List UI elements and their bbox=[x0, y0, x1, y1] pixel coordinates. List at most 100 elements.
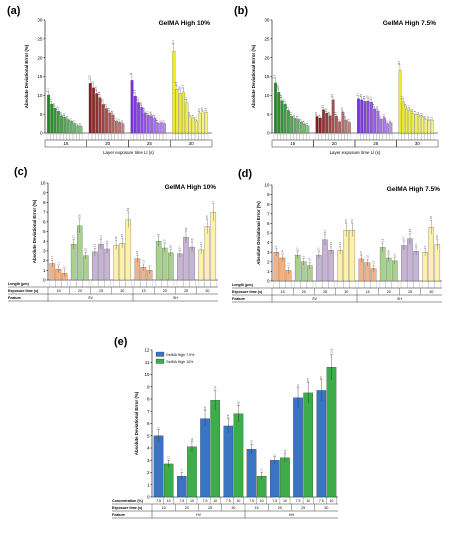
value-label: 3.1 bbox=[416, 242, 418, 246]
bar bbox=[108, 112, 112, 134]
value-label: 3 bbox=[275, 454, 277, 456]
y-tick-label: 4 bbox=[147, 446, 150, 451]
value-label: 10.9 bbox=[183, 84, 185, 89]
length-cell bbox=[420, 133, 425, 141]
length-cell bbox=[414, 133, 418, 141]
y-tick-label: 10 bbox=[264, 93, 270, 98]
bar bbox=[188, 116, 192, 134]
concentration-label: 7.5 bbox=[272, 499, 277, 503]
value-label: 4.6 bbox=[329, 111, 331, 115]
value-label: 4.2 bbox=[64, 112, 66, 116]
bar bbox=[60, 115, 63, 134]
time-label: 25 bbox=[408, 290, 412, 294]
value-label: 5.9 bbox=[377, 105, 379, 109]
bar bbox=[185, 102, 189, 134]
length-cell bbox=[104, 133, 109, 141]
bar bbox=[414, 114, 418, 134]
group-label: 25 bbox=[373, 141, 379, 146]
bar bbox=[385, 257, 392, 282]
feature-label: SH bbox=[397, 297, 402, 301]
value-label: 2 bbox=[304, 255, 306, 257]
bar bbox=[63, 117, 67, 134]
length-cell bbox=[366, 133, 371, 141]
length-cell bbox=[95, 133, 99, 141]
length-cell bbox=[331, 133, 335, 141]
value-label: 5.3 bbox=[346, 219, 348, 223]
row-label: Exposure time (s) bbox=[232, 290, 263, 294]
bar bbox=[198, 249, 204, 281]
y-tick-label: 0 bbox=[147, 495, 150, 500]
length-cell bbox=[162, 133, 167, 141]
bar bbox=[290, 115, 294, 134]
value-label: 5.4 bbox=[109, 108, 111, 112]
length-cell bbox=[82, 279, 90, 288]
bar bbox=[366, 100, 370, 134]
bar bbox=[53, 108, 57, 134]
bar bbox=[299, 121, 303, 134]
bar bbox=[47, 94, 50, 134]
bar bbox=[156, 123, 160, 134]
value-label: 7.6 bbox=[102, 98, 104, 102]
length-cell bbox=[210, 279, 217, 288]
x-axis-label: Layer exposure time Ll (s) bbox=[103, 150, 154, 155]
bar bbox=[315, 116, 319, 134]
value-label: 1.9 bbox=[307, 122, 309, 126]
y-tick-label: 30 bbox=[264, 18, 270, 23]
time-label: 25 bbox=[323, 290, 327, 294]
length-cell bbox=[379, 133, 383, 141]
value-label: 10.6 bbox=[331, 348, 333, 353]
value-label: 4.7 bbox=[147, 110, 149, 114]
value-label: 4.6 bbox=[151, 111, 153, 115]
length-cell bbox=[389, 133, 393, 141]
bar bbox=[328, 250, 334, 282]
bar bbox=[172, 51, 176, 134]
value-label: 8.1 bbox=[298, 383, 300, 387]
y-tick-label: 20 bbox=[37, 55, 43, 60]
bar bbox=[316, 390, 327, 498]
value-label: 3.7 bbox=[404, 236, 406, 240]
bar bbox=[150, 115, 153, 134]
value-label: 5.8 bbox=[57, 106, 59, 110]
bar bbox=[121, 123, 125, 134]
value-label: 10.5 bbox=[96, 86, 98, 91]
time-label: 15 bbox=[142, 289, 146, 293]
bar bbox=[56, 111, 60, 134]
y-tick-label: 9 bbox=[147, 384, 150, 389]
bar bbox=[373, 108, 377, 134]
length-cell bbox=[181, 133, 186, 141]
value-label: 5.8 bbox=[228, 414, 230, 418]
concentration-label: 7.5 bbox=[249, 499, 254, 503]
value-label: 8.5 bbox=[367, 95, 369, 99]
length-cell bbox=[302, 133, 307, 141]
value-label: 3.6 bbox=[116, 236, 118, 240]
group-cell bbox=[170, 139, 213, 148]
panel-title: GelMA High 7.5% bbox=[383, 20, 436, 27]
length-cell bbox=[315, 133, 319, 141]
value-label: 2.7 bbox=[160, 119, 162, 123]
length-cell bbox=[293, 133, 297, 141]
bar bbox=[92, 251, 98, 281]
value-label: 3 bbox=[276, 245, 278, 247]
bar bbox=[114, 121, 118, 134]
bar bbox=[143, 112, 147, 134]
group-cell bbox=[396, 139, 439, 148]
value-label: 6.4 bbox=[406, 103, 408, 107]
value-label: 5.6 bbox=[431, 215, 433, 219]
bar bbox=[294, 254, 301, 282]
bar bbox=[191, 117, 195, 134]
bar bbox=[187, 446, 197, 498]
length-cell bbox=[273, 133, 278, 141]
value-label: 4.1 bbox=[383, 113, 385, 117]
y-axis-label: Absolute Deviational Error (%) bbox=[251, 44, 256, 108]
bar bbox=[408, 109, 412, 134]
length-cell bbox=[53, 133, 57, 141]
y-tick-label: 0 bbox=[43, 278, 46, 283]
bar bbox=[161, 247, 168, 281]
bar bbox=[195, 120, 198, 134]
bar bbox=[210, 211, 217, 281]
bar bbox=[70, 243, 77, 281]
y-tick-label: 7 bbox=[147, 409, 150, 414]
bar bbox=[204, 112, 208, 134]
length-cell bbox=[283, 133, 288, 141]
